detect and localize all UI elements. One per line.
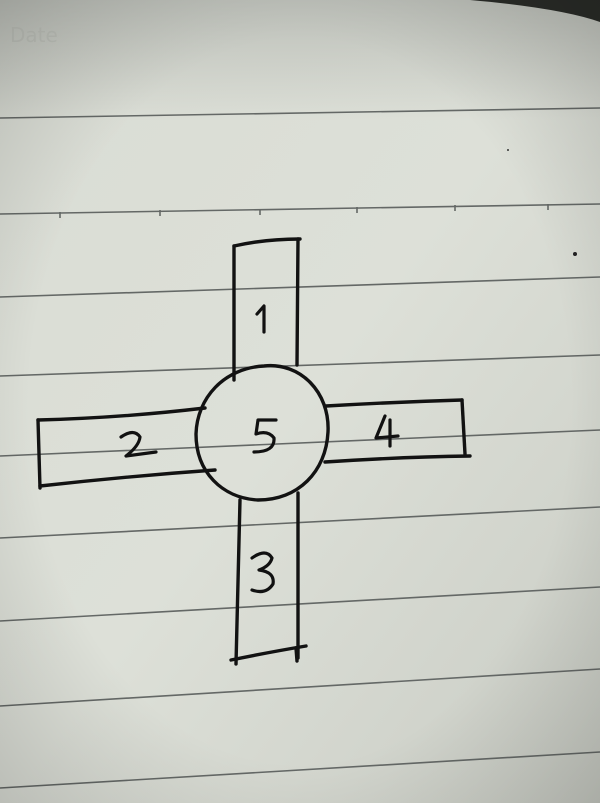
notebook-photo: Date [0,0,600,803]
